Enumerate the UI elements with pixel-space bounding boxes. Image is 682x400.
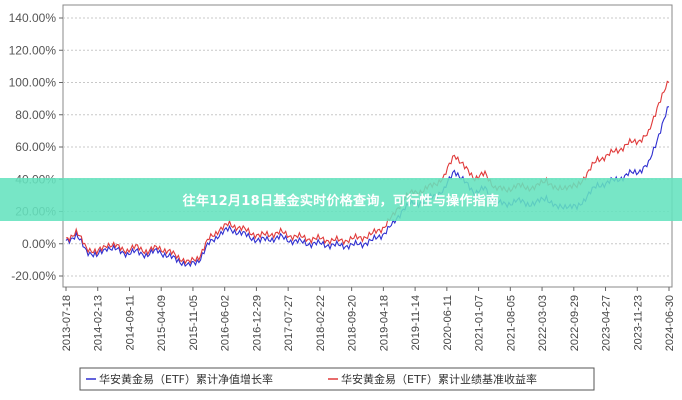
x-tick-label: 2017-07-27 (283, 295, 295, 351)
y-tick-label: 60.00% (15, 140, 56, 154)
x-tick-label: 2014-02-13 (93, 295, 105, 351)
x-tick-label: 2022-09-29 (569, 295, 581, 351)
x-tick-label: 2016-12-29 (251, 295, 263, 351)
x-tick-label: 2016-06-02 (220, 295, 232, 351)
y-tick-label: 80.00% (15, 108, 56, 122)
y-tick-label: 120.00% (9, 43, 57, 57)
x-tick-label: 2015-11-05 (188, 295, 200, 350)
x-tick-label: 2013-07-18 (61, 295, 73, 351)
x-tick-label: 2014-09-11 (124, 295, 136, 350)
x-tick-label: 2015-04-09 (156, 295, 168, 351)
legend: 华安黄金易（ETF）累计净值增长率 华安黄金易（ETF）累计业绩基准收益率 (79, 367, 595, 391)
y-tick-label: 140.00% (9, 11, 57, 25)
plot-frame (62, 4, 673, 288)
x-tick-label: 2019-11-14 (410, 295, 422, 350)
x-tick-label: 2021-08-05 (505, 295, 517, 351)
x-axis-ticks: 2013-07-18 2014-02-13 2014-09-11 2015-04-09… (61, 287, 676, 351)
x-tick-label: 2023-04-27 (601, 295, 613, 351)
x-tick-label: 2018-02-22 (315, 295, 327, 351)
x-tick-label: 2022-03-03 (537, 295, 549, 351)
y-axis-ticks: 140.00%120.00%100.00%80.00%60.00%40.00%2… (9, 11, 63, 283)
banner-title: 往年12月18日基金实时价格查询，可行性与操作指南 (182, 194, 500, 209)
x-tick-label: 2019-04-18 (378, 295, 390, 351)
legend-label-nav: 华安黄金易（ETF）累计净值增长率 (99, 372, 273, 386)
title-banner: 往年12月18日基金实时价格查询，可行性与操作指南 (0, 178, 682, 221)
x-tick-label: 2021-01-07 (474, 295, 486, 351)
x-tick-label: 2024-06-30 (664, 295, 676, 351)
x-tick-label: 2018-09-20 (347, 295, 359, 351)
y-tick-label: -20.00% (11, 269, 56, 283)
x-tick-label: 2023-11-23 (632, 295, 644, 350)
x-tick-label: 2020-06-11 (442, 295, 454, 350)
y-tick-label: 0.00% (22, 237, 56, 251)
legend-label-benchmark: 华安黄金易（ETF）累计业绩基准收益率 (341, 372, 537, 386)
y-tick-label: 100.00% (9, 76, 57, 90)
